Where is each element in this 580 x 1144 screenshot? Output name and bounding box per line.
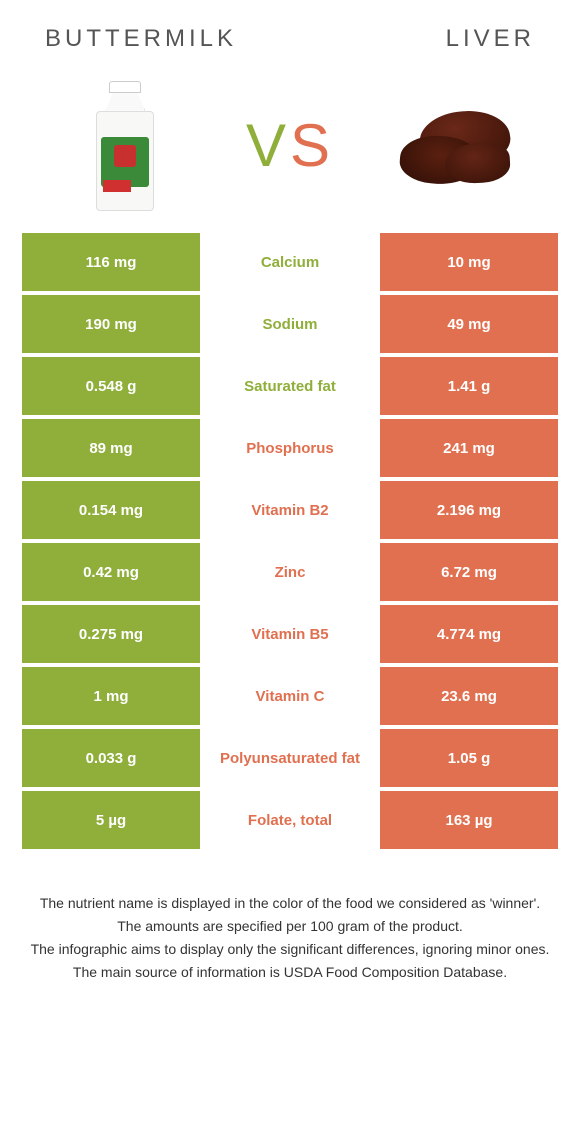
table-row: 0.275 mgVitamin B54.774 mg: [22, 605, 558, 663]
nutrient-label: Zinc: [200, 543, 380, 601]
nutrient-label: Folate, total: [200, 791, 380, 849]
footer-line: The main source of information is USDA F…: [30, 962, 550, 983]
table-row: 5 µgFolate, total163 µg: [22, 791, 558, 849]
table-row: 0.033 gPolyunsaturated fat1.05 g: [22, 729, 558, 787]
vs-label: VS: [246, 111, 334, 180]
comparison-table: 116 mgCalcium10 mg190 mgSodium49 mg0.548…: [0, 233, 580, 849]
bottle-icon: [96, 81, 154, 211]
right-food-title: LIVER: [446, 25, 535, 53]
right-value: 1.41 g: [380, 357, 558, 415]
vs-v-letter: V: [246, 112, 290, 179]
table-row: 89 mgPhosphorus241 mg: [22, 419, 558, 477]
liver-image: [385, 81, 525, 211]
table-row: 0.154 mgVitamin B22.196 mg: [22, 481, 558, 539]
right-value: 49 mg: [380, 295, 558, 353]
right-value: 10 mg: [380, 233, 558, 291]
right-value: 163 µg: [380, 791, 558, 849]
right-value: 4.774 mg: [380, 605, 558, 663]
images-row: VS: [0, 53, 580, 233]
nutrient-label: Saturated fat: [200, 357, 380, 415]
left-food-title: BUTTERMILK: [45, 25, 237, 53]
table-row: 0.548 gSaturated fat1.41 g: [22, 357, 558, 415]
nutrient-label: Sodium: [200, 295, 380, 353]
footer-line: The infographic aims to display only the…: [30, 939, 550, 960]
buttermilk-image: [55, 81, 195, 211]
nutrient-label: Calcium: [200, 233, 380, 291]
right-value: 2.196 mg: [380, 481, 558, 539]
table-row: 0.42 mgZinc6.72 mg: [22, 543, 558, 601]
footer-notes: The nutrient name is displayed in the co…: [0, 853, 580, 983]
right-value: 241 mg: [380, 419, 558, 477]
left-value: 1 mg: [22, 667, 200, 725]
right-value: 23.6 mg: [380, 667, 558, 725]
nutrient-label: Phosphorus: [200, 419, 380, 477]
table-row: 1 mgVitamin C23.6 mg: [22, 667, 558, 725]
left-value: 190 mg: [22, 295, 200, 353]
left-value: 89 mg: [22, 419, 200, 477]
left-value: 116 mg: [22, 233, 200, 291]
left-value: 0.154 mg: [22, 481, 200, 539]
nutrient-label: Vitamin C: [200, 667, 380, 725]
right-value: 1.05 g: [380, 729, 558, 787]
left-value: 0.033 g: [22, 729, 200, 787]
table-row: 116 mgCalcium10 mg: [22, 233, 558, 291]
header: BUTTERMILK LIVER: [0, 0, 580, 53]
left-value: 0.275 mg: [22, 605, 200, 663]
vs-s-letter: S: [290, 112, 334, 179]
left-value: 5 µg: [22, 791, 200, 849]
footer-line: The nutrient name is displayed in the co…: [30, 893, 550, 914]
footer-line: The amounts are specified per 100 gram o…: [30, 916, 550, 937]
left-value: 0.548 g: [22, 357, 200, 415]
right-value: 6.72 mg: [380, 543, 558, 601]
nutrient-label: Vitamin B5: [200, 605, 380, 663]
liver-icon: [385, 101, 525, 191]
table-row: 190 mgSodium49 mg: [22, 295, 558, 353]
left-value: 0.42 mg: [22, 543, 200, 601]
nutrient-label: Polyunsaturated fat: [200, 729, 380, 787]
nutrient-label: Vitamin B2: [200, 481, 380, 539]
